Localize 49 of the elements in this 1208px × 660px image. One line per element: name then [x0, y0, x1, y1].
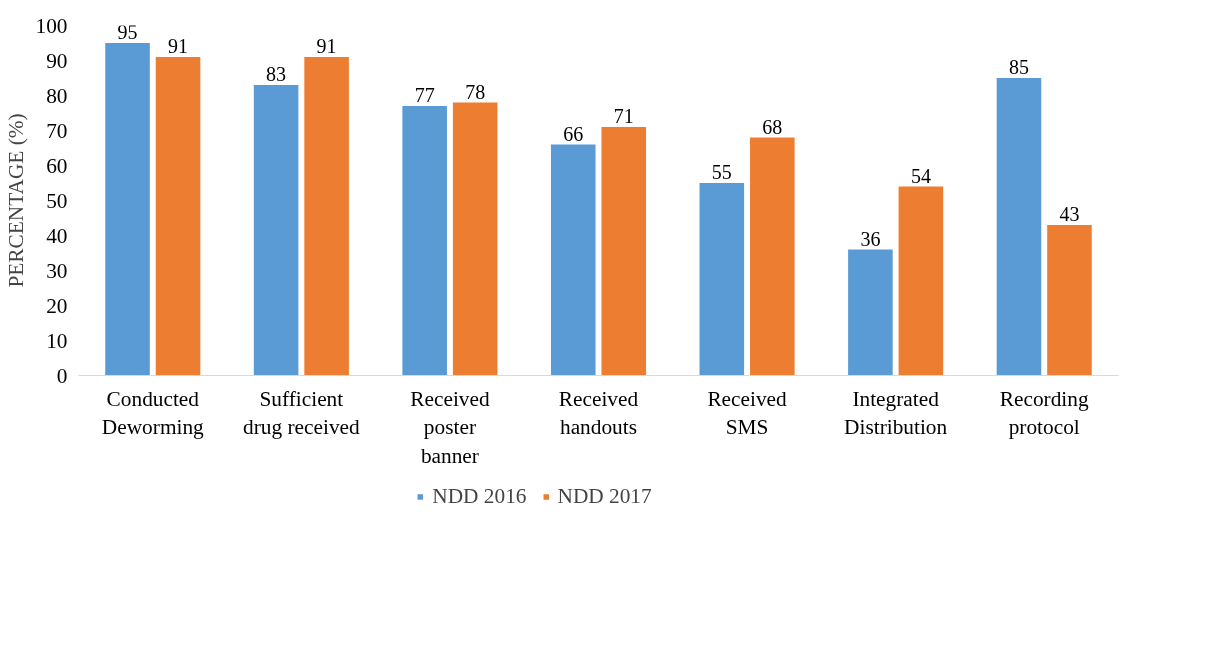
data-label: 55	[711, 161, 732, 183]
bar	[996, 78, 1042, 376]
y-tick-label: 40	[46, 223, 68, 248]
y-axis-title: PERCENTAGE (%)	[3, 113, 28, 288]
y-tick-label: 50	[46, 188, 68, 213]
x-tick-label: Integrated Distribution	[844, 386, 948, 440]
data-label: 54	[910, 164, 931, 187]
data-label: 91	[168, 35, 189, 57]
bar	[105, 43, 150, 376]
data-label: 36	[860, 227, 881, 250]
bar	[253, 85, 299, 376]
bar	[155, 57, 201, 376]
bar	[699, 183, 745, 376]
y-tick-label: 60	[46, 153, 68, 178]
bar	[304, 57, 349, 376]
data-label: 83	[266, 63, 287, 85]
y-tick-label: 80	[46, 83, 68, 108]
bar	[898, 186, 944, 376]
bar	[750, 137, 795, 376]
x-tick-label: Conducted Deworming	[101, 386, 205, 440]
data-label: 66	[563, 122, 584, 145]
data-label: 77	[414, 84, 435, 106]
data-label: 95	[117, 21, 138, 43]
bar	[1047, 225, 1092, 376]
y-tick-label: 10	[46, 328, 68, 353]
bar	[848, 249, 893, 376]
y-tick-label: 70	[46, 118, 68, 143]
x-tick-label: Recording protocol	[999, 386, 1089, 440]
legend-label: NDD 2017	[557, 483, 652, 509]
legend-label: NDD 2016	[432, 483, 527, 509]
bar	[601, 127, 647, 376]
y-tick-label: 20	[46, 293, 68, 318]
x-tick-label: Received SMS	[707, 386, 788, 440]
y-tick-label: 100	[35, 13, 68, 38]
bar	[550, 144, 596, 376]
bar	[402, 106, 447, 376]
data-label: 43	[1059, 203, 1080, 225]
data-label: 68	[762, 115, 783, 138]
x-tick-label: Received handouts	[558, 386, 639, 440]
y-tick-label: 30	[46, 258, 68, 283]
y-tick-label: 0	[56, 363, 68, 388]
y-tick-label: 90	[46, 48, 68, 73]
data-label: 85	[1008, 56, 1029, 78]
bar	[452, 102, 498, 376]
x-tick-label: Sufficient drug received	[243, 386, 361, 440]
data-label: 78	[465, 80, 486, 103]
data-label: 91	[316, 35, 337, 57]
data-label: 71	[613, 105, 634, 127]
x-tick-label: Received poster banner	[410, 386, 490, 469]
